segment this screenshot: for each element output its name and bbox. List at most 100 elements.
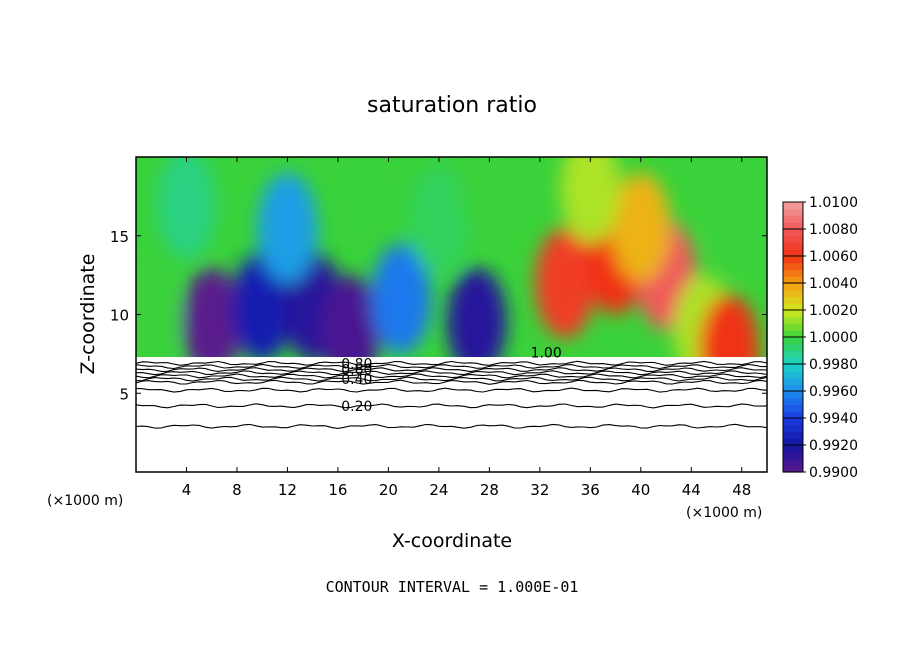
colorbar-tick-label: 0.9940	[809, 411, 858, 427]
colorbar-band	[783, 303, 803, 311]
x-tick-label: 8	[232, 481, 242, 499]
colorbar-band	[783, 235, 803, 244]
x-axis: 4 8 12 16 20 24 28 32 36 40 44 48	[182, 157, 751, 499]
contour-line	[136, 363, 767, 370]
colorbar-tick-label: 0.9960	[809, 384, 858, 400]
colorbar-band	[783, 343, 803, 352]
below-surface-region	[136, 357, 767, 472]
contour-interval-note: CONTOUR INTERVAL = 1.000E-01	[326, 578, 579, 596]
colorbar-tick-label: 0.9920	[809, 438, 858, 454]
colorbar-band	[783, 431, 803, 439]
colorbar-band	[783, 377, 803, 385]
colorbar-tick-label: 1.0040	[809, 276, 858, 292]
field-feature	[371, 243, 432, 354]
field-feature	[711, 165, 767, 275]
x-axis-label: X-coordinate	[392, 530, 512, 552]
colorbar-band	[783, 418, 803, 426]
contour-line	[136, 423, 767, 429]
contour-lines	[136, 360, 767, 429]
y-axis-label: Z-coordinate	[77, 254, 99, 375]
field-feature	[610, 172, 671, 283]
colorbar-band	[783, 316, 803, 325]
contour-label: 0.40	[341, 372, 372, 388]
x-tick-label: 40	[631, 481, 650, 499]
colorbar-band	[783, 404, 803, 412]
contour-line	[136, 403, 767, 409]
colorbar-tick-label: 1.0100	[809, 195, 858, 211]
colorbar-band	[783, 289, 803, 298]
below-surface-fill	[136, 357, 767, 472]
colorbar-band	[783, 465, 803, 473]
contour-line	[136, 379, 767, 385]
colorbar-band	[783, 229, 803, 237]
contour-label: 1.00	[531, 345, 562, 361]
x-tick-label: 48	[732, 481, 751, 499]
field-feature	[181, 267, 242, 378]
colorbar-band	[783, 283, 803, 291]
colorbar-band	[783, 330, 803, 338]
contour-line	[136, 370, 767, 376]
contour-label: 0.60	[341, 363, 372, 379]
field-feature	[446, 267, 507, 378]
field-feature	[535, 228, 596, 338]
colorbar-band	[783, 438, 803, 446]
colorbar-band	[783, 370, 803, 379]
contour-line	[136, 360, 767, 366]
x-tick-label: 20	[379, 481, 398, 499]
colorbar-band	[783, 337, 803, 345]
x-tick-label: 24	[429, 481, 448, 499]
colorbar-band	[783, 350, 803, 358]
colorbar-band	[783, 310, 803, 318]
colorbar-tick-label: 1.0000	[809, 330, 858, 346]
field-feature	[408, 165, 469, 275]
colorbar-tick-label: 0.9980	[809, 357, 858, 373]
colorbar-band	[783, 242, 803, 250]
field-feature	[257, 172, 318, 283]
colorbar-band	[783, 323, 803, 331]
colorbar-tick-label: 1.0060	[809, 249, 858, 265]
contour-line	[136, 376, 767, 382]
colorbar-band	[783, 451, 803, 460]
colorbar-band	[783, 249, 803, 257]
colorbar-band	[783, 357, 803, 365]
x-tick-label: 16	[328, 481, 347, 499]
chart-title: saturation ratio	[367, 93, 537, 118]
colorbar-band	[783, 256, 803, 264]
x-tick-label: 36	[581, 481, 600, 499]
colorbar-band	[783, 424, 803, 433]
x-tick-label: 44	[682, 481, 701, 499]
colorbar-band	[783, 215, 803, 223]
colorbar-band	[783, 391, 803, 399]
x-tick-label: 4	[182, 481, 192, 499]
field-feature	[560, 157, 621, 244]
x-tick-label: 28	[480, 481, 499, 499]
contour-label: 0.80	[341, 356, 372, 372]
x-unit-left: (×1000 m)	[47, 493, 123, 509]
colorbar-band	[783, 397, 803, 406]
colorbar-band	[783, 445, 803, 453]
contour-label: 0.20	[341, 399, 372, 415]
plot-area: 0.800.600.40 0.20 1.00	[135, 156, 768, 473]
colorbar-band	[783, 269, 803, 277]
contour-line	[136, 387, 767, 393]
colorbar-band	[783, 222, 803, 230]
field-feature	[136, 259, 179, 370]
colorbar-band	[783, 364, 803, 372]
y-tick-label: 5	[119, 385, 129, 403]
contour-labels: 0.800.600.40 0.20 1.00	[341, 345, 561, 415]
colorbar-tick-label: 1.0020	[809, 303, 858, 319]
colorbar-band	[783, 296, 803, 304]
colorbar-band	[783, 276, 803, 284]
field-feature	[156, 157, 217, 260]
colorbar-band	[783, 202, 803, 210]
y-tick-label: 15	[110, 228, 129, 246]
colorbar-band	[783, 262, 803, 271]
colorbar-band	[783, 384, 803, 392]
y-tick-label: 10	[110, 307, 129, 325]
x-unit-right: (×1000 m)	[686, 505, 762, 521]
x-tick-label: 12	[278, 481, 297, 499]
colorbar-tick-label: 1.0080	[809, 222, 858, 238]
y-axis: 5 10 15	[110, 228, 767, 403]
field-feature	[459, 157, 520, 244]
